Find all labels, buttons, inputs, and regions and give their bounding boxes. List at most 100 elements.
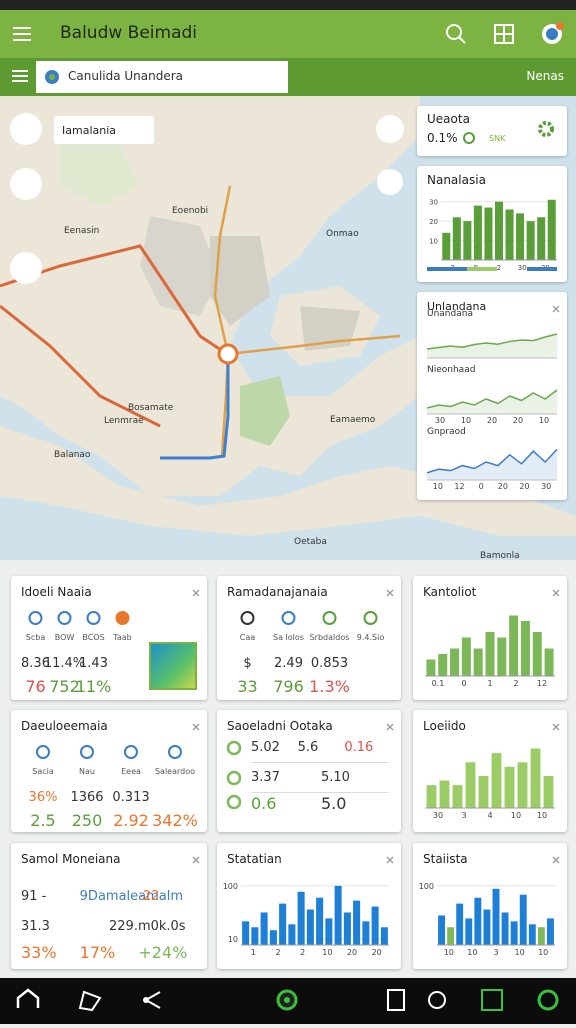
metric-text: 0.6 xyxy=(251,794,277,813)
card-title: Saoeladni Ootaka xyxy=(227,719,333,733)
side-bar-card: Nanalasia 1020303823030 xyxy=(417,166,567,282)
bar xyxy=(447,927,455,945)
metric-text: Scba xyxy=(25,633,46,642)
bottom-nav xyxy=(0,978,576,1024)
map-label: Lenmrae xyxy=(104,416,144,426)
grid-icon[interactable] xyxy=(492,22,516,46)
area xyxy=(427,449,557,480)
close-glyph xyxy=(552,305,560,313)
bar xyxy=(505,209,514,260)
metric-text: BCOS xyxy=(82,633,105,642)
search-right-label: Nenas xyxy=(526,69,564,83)
settings-icon[interactable] xyxy=(535,118,557,140)
x-tick-label: 1 xyxy=(487,679,492,688)
close-icon[interactable] xyxy=(191,855,201,865)
search-box[interactable]: Canulida Unandera xyxy=(36,61,288,93)
close-icon[interactable] xyxy=(551,722,561,732)
close-icon[interactable] xyxy=(385,588,395,598)
bar xyxy=(343,912,351,945)
metric-text: 8.36 xyxy=(21,656,50,671)
nav-icons[interactable] xyxy=(0,978,576,1024)
metric-text: 5.10 xyxy=(321,770,350,785)
bar xyxy=(497,637,507,676)
icon-row xyxy=(36,745,182,759)
bar xyxy=(530,748,541,808)
bar xyxy=(251,927,259,945)
metric-icon xyxy=(115,611,130,625)
x-tick-label: 20 xyxy=(498,482,508,491)
close-glyph xyxy=(386,856,394,864)
chart-subtitle: Nieonhaad xyxy=(427,365,475,375)
app-title: Baludw Beimadi xyxy=(60,23,198,43)
metric-text: 3.37 xyxy=(251,770,280,785)
x-tick-label: 0 xyxy=(479,482,484,491)
close-icon[interactable] xyxy=(551,855,561,865)
close-icon[interactable] xyxy=(191,588,201,598)
close-icon[interactable] xyxy=(191,722,201,732)
close-glyph xyxy=(192,589,200,597)
icon-row xyxy=(240,611,378,625)
metric-text: Eeea xyxy=(121,767,141,776)
card: Kantoliot 0.1 0 1 2 12 xyxy=(413,576,567,700)
y-tick-label: 20 xyxy=(429,218,438,226)
metric-text: 1366 xyxy=(70,790,104,805)
bar xyxy=(450,648,460,676)
metric-text: 36% xyxy=(28,790,58,805)
bar xyxy=(269,930,277,945)
menu-icon[interactable] xyxy=(11,69,29,83)
menu-icon[interactable] xyxy=(12,26,32,42)
chart-title: Unlandana xyxy=(427,300,487,313)
bar xyxy=(492,888,500,945)
close-icon[interactable] xyxy=(551,304,561,314)
metric-text: Srbdaldos xyxy=(309,633,350,642)
close-icon[interactable] xyxy=(551,588,561,598)
metric-text: 11.4% xyxy=(43,656,86,671)
x-tick-label: 10 xyxy=(537,811,547,820)
bar xyxy=(483,909,491,945)
bullet-icon xyxy=(226,740,242,756)
bar xyxy=(297,891,305,945)
bar xyxy=(316,897,324,945)
bullet-icon xyxy=(226,770,242,786)
search-text: Canulida Unandera xyxy=(68,69,184,83)
x-tick-label: 10 xyxy=(515,948,525,957)
x-tick-label: 20 xyxy=(347,948,357,957)
bar xyxy=(442,232,451,260)
x-tick-label: 2 xyxy=(513,679,518,688)
bar xyxy=(452,785,463,808)
metric-icon xyxy=(124,745,138,759)
close-icon[interactable] xyxy=(385,855,395,865)
close-glyph xyxy=(192,723,200,731)
color-swatch xyxy=(149,642,197,690)
close-glyph xyxy=(192,856,200,864)
card: Daeuloeemaia Sacia Nau Eeea Saleardoo 36% 1366… xyxy=(11,710,207,832)
x-tick-label: 30 xyxy=(435,416,445,425)
bar xyxy=(438,915,445,945)
x-tick-label: 4 xyxy=(487,811,492,820)
bar xyxy=(473,648,483,676)
x-tick-label: 1 xyxy=(251,948,256,957)
bar xyxy=(520,621,530,676)
y-tick-label: 10 xyxy=(429,238,438,246)
stat-card: Ueaota 0.1% SNK xyxy=(417,106,567,156)
search-icon[interactable] xyxy=(444,22,468,46)
x-tick-label: 10 xyxy=(322,948,332,957)
metric-text: 2.5 xyxy=(30,811,56,830)
metric-text: 2.49 xyxy=(274,656,303,671)
map-label: Oetaba xyxy=(294,537,327,547)
card-title: Daeuloeemaia xyxy=(21,719,108,733)
bar xyxy=(426,659,436,676)
card: Ramadanajanaia Caa Sa lolos Srbdaldos 9.4.Si… xyxy=(217,576,401,700)
x-tick-label: 10 xyxy=(467,948,477,957)
x-tick-label: 0.1 xyxy=(432,679,445,688)
x-tick-label: 10 xyxy=(461,416,471,425)
profile-icon[interactable] xyxy=(540,22,566,48)
metric-text: Sa lolos xyxy=(273,633,304,642)
bar xyxy=(438,654,448,676)
status-bar xyxy=(0,0,576,10)
metric-text: 229.m0k.0s xyxy=(109,919,186,934)
bar-chart: 30 3 4 10 10 xyxy=(425,748,555,820)
x-tick-label: 20 xyxy=(372,948,382,957)
close-icon[interactable] xyxy=(385,722,395,732)
card: Samol Moneiana 91 - 9Damaleamalm -22 31.3 229… xyxy=(11,843,207,969)
